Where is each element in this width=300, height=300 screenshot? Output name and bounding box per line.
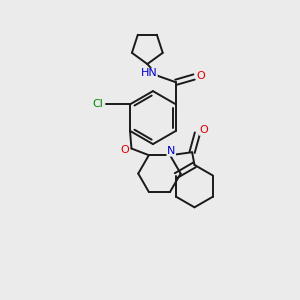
Text: O: O	[121, 145, 129, 155]
Text: N: N	[167, 146, 176, 156]
Text: Cl: Cl	[93, 99, 104, 110]
Text: HN: HN	[140, 68, 157, 78]
Text: O: O	[196, 71, 205, 81]
Text: O: O	[200, 125, 208, 135]
